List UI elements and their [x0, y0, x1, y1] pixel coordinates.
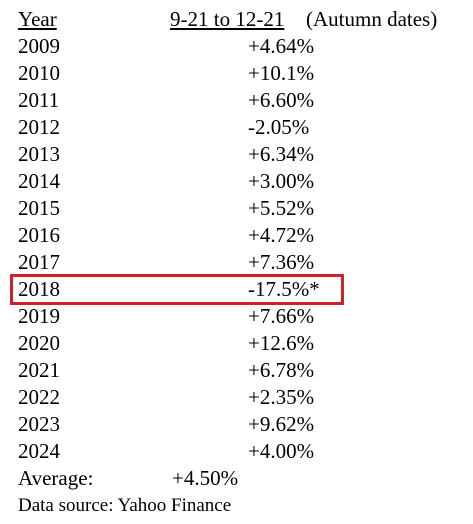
year-cell: 2009	[18, 34, 60, 58]
year-cell: 2020	[18, 331, 60, 355]
year-cell: 2022	[18, 385, 60, 409]
year-cell: 2011	[18, 88, 60, 112]
year-cell: 2023	[18, 412, 60, 436]
year-cell: 2024	[18, 439, 60, 463]
return-cell: +6.78%	[248, 358, 315, 382]
return-cell: -17.5%*	[248, 277, 320, 301]
return-cell: +2.35%	[248, 385, 315, 409]
return-cell: +12.6%	[248, 331, 315, 355]
header-range: 9-21 to 12-21	[170, 7, 285, 31]
average-label: Average:	[18, 466, 94, 490]
return-cell: +4.00%	[248, 439, 315, 463]
return-cell: +7.36%	[248, 250, 315, 274]
return-cell: +5.52%	[248, 196, 315, 220]
highlight-box	[10, 274, 344, 305]
average-value: +4.50%	[172, 466, 239, 490]
header-note: (Autumn dates)	[306, 7, 438, 31]
year-cell: 2017	[18, 250, 60, 274]
return-cell: +6.34%	[248, 142, 315, 166]
year-cell: 2013	[18, 142, 60, 166]
return-cell: +4.64%	[248, 34, 315, 58]
year-cell: 2021	[18, 358, 60, 382]
return-cell: +7.66%	[248, 304, 315, 328]
year-cell: 2015	[18, 196, 60, 220]
year-cell: 2016	[18, 223, 60, 247]
return-cell: +6.60%	[248, 88, 315, 112]
header-year: Year	[18, 7, 57, 31]
year-cell: 2010	[18, 61, 60, 85]
return-cell: +3.00%	[248, 169, 315, 193]
return-cell: +4.72%	[248, 223, 315, 247]
year-cell: 2012	[18, 115, 60, 139]
return-cell: +10.1%	[248, 61, 315, 85]
return-cell: -2.05%	[248, 115, 310, 139]
year-cell: 2014	[18, 169, 60, 193]
return-cell: +9.62%	[248, 412, 315, 436]
year-cell: 2019	[18, 304, 60, 328]
year-cell: 2018	[18, 277, 60, 301]
source-note: Data source: Yahoo Finance	[18, 495, 232, 516]
